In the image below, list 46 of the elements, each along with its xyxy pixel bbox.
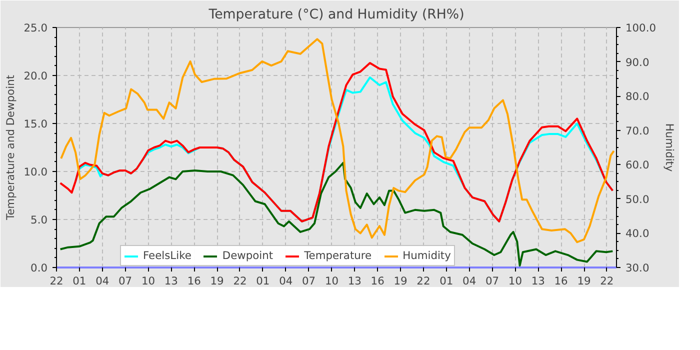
y-tick-label: 0.0 bbox=[30, 262, 48, 274]
y2-axis-title: Humidity bbox=[663, 123, 676, 172]
x-tick-label: 16 bbox=[554, 274, 568, 288]
x-tick-label: 13 bbox=[164, 274, 178, 288]
x-tick-label: 22 bbox=[233, 274, 247, 288]
y-tick-label: 15.0 bbox=[24, 118, 48, 130]
x-tick-label: 01 bbox=[440, 274, 454, 288]
x-tick-label: 10 bbox=[508, 274, 522, 288]
x-tick-label: 22 bbox=[600, 274, 614, 288]
x-tick-label: 10 bbox=[324, 274, 339, 288]
y2-tick-label: 40.0 bbox=[626, 227, 650, 240]
x-tick-label: 01 bbox=[72, 274, 86, 288]
x-tick-label: 16 bbox=[370, 274, 385, 288]
y-tick-label: 5.0 bbox=[30, 214, 48, 226]
y-tick-label: 25.0 bbox=[24, 22, 48, 34]
y2-tick-label: 60.0 bbox=[626, 158, 650, 172]
y2-tick-label: 50.0 bbox=[626, 192, 650, 206]
legend-label: FeelsLike bbox=[143, 249, 192, 262]
x-tick-label: 07 bbox=[118, 274, 132, 288]
y-tick-label: 20.0 bbox=[24, 70, 48, 82]
x-tick-label: 04 bbox=[279, 274, 293, 288]
legend-label: Temperature bbox=[304, 249, 372, 262]
x-tick-label: 07 bbox=[302, 274, 316, 288]
x-tick-label: 10 bbox=[141, 274, 156, 288]
y2-tick-label: 80.0 bbox=[626, 90, 650, 104]
y-tick-label: 10.0 bbox=[24, 166, 48, 178]
y2-tick-label: 70.0 bbox=[626, 124, 650, 138]
y-axis-title: Temperature and Dewpoint bbox=[4, 75, 17, 221]
x-tick-label: 01 bbox=[256, 274, 270, 288]
x-tick-label: 04 bbox=[462, 274, 476, 288]
y2-tick-label: 90.0 bbox=[626, 56, 650, 69]
y2-tick-label: 30.0 bbox=[626, 262, 650, 274]
x-tick-label: 19 bbox=[577, 274, 592, 288]
x-tick-label: 13 bbox=[531, 274, 545, 288]
x-tick-label: 16 bbox=[187, 274, 202, 288]
legend-label: Dewpoint bbox=[222, 249, 274, 262]
x-tick-label: 13 bbox=[348, 274, 362, 288]
y2-tick-label: 100.0 bbox=[626, 22, 656, 34]
x-tick-label: 19 bbox=[210, 274, 224, 288]
x-tick-label: 22 bbox=[50, 274, 64, 288]
legend-label: Humidity bbox=[402, 249, 451, 262]
chart-title: Temperature (°C) and Humidity (RH%) bbox=[208, 8, 464, 22]
x-tick-label: 07 bbox=[485, 274, 500, 288]
x-tick-label: 19 bbox=[394, 274, 408, 288]
x-tick-label: 04 bbox=[96, 274, 110, 288]
x-tick-label: 22 bbox=[416, 274, 430, 288]
